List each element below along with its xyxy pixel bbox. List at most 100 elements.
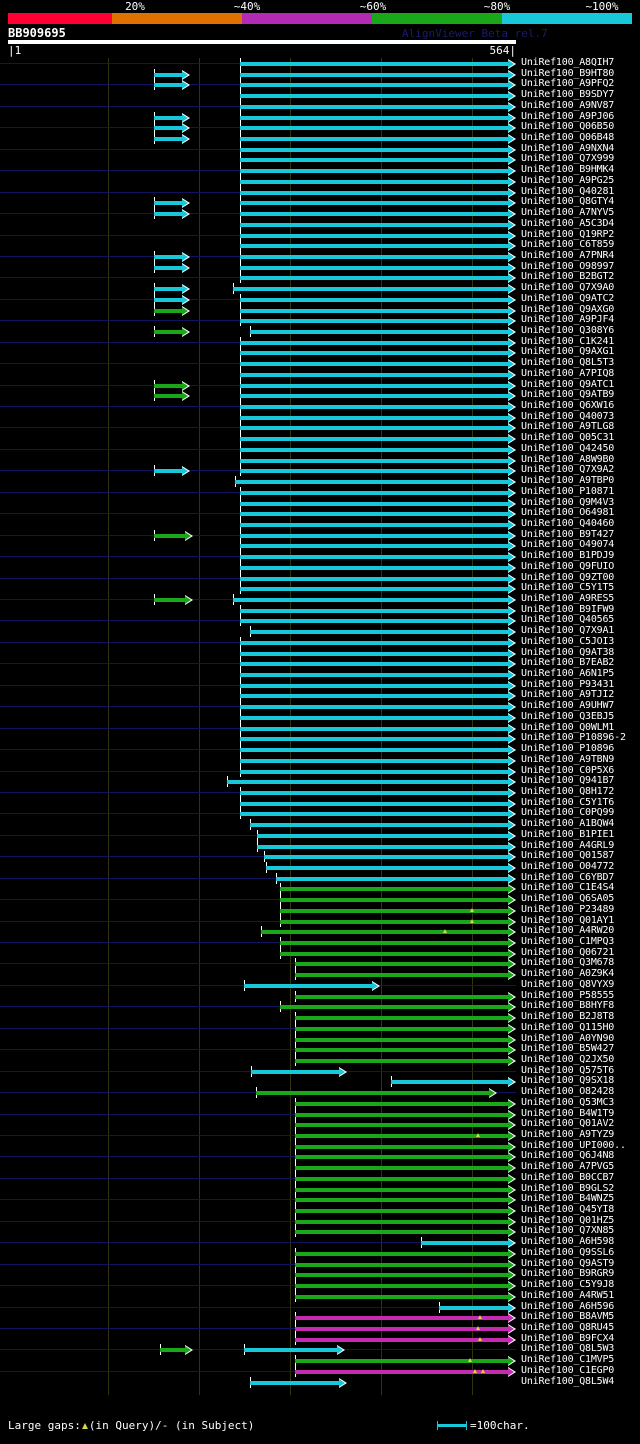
alignment-bar-cyan[interactable] [240, 448, 509, 452]
alignment-bar-green[interactable] [295, 1252, 509, 1256]
alignment-row[interactable]: UniRef100_A6H598 [0, 1236, 640, 1248]
hit-label[interactable]: UniRef100_B9FCX4 [521, 1333, 615, 1344]
alignment-bar-cyan[interactable] [154, 266, 183, 270]
hit-label[interactable]: UniRef100_Q8L5W4 [521, 1376, 615, 1387]
alignment-bar-cyan[interactable] [240, 523, 509, 527]
alignment-row[interactable]: UniRef100_C5JOI3 [0, 636, 640, 648]
alignment-bar-cyan[interactable] [240, 727, 509, 731]
hit-label[interactable]: UniRef100_B9GLS2 [521, 1183, 615, 1194]
alignment-bar-cyan[interactable] [240, 266, 509, 270]
alignment-row[interactable]: UniRef100_B9HT80 [0, 68, 640, 80]
alignment-row[interactable]: UniRef100_A5C3D4 [0, 218, 640, 230]
alignment-bar-cyan[interactable] [240, 405, 509, 409]
alignment-row[interactable]: UniRef100_B7EAB2 [0, 657, 640, 669]
alignment-bar-cyan[interactable] [240, 298, 509, 302]
alignment-row[interactable]: UniRef100_B9T427 [0, 529, 640, 541]
hit-label[interactable]: UniRef100_C5JOI3 [521, 636, 615, 647]
alignment-row[interactable]: UniRef100_A9PJF4 [0, 314, 640, 326]
hit-label[interactable]: UniRef100_A9TLG8 [521, 421, 615, 432]
hit-label[interactable]: UniRef100_Q8VYX9 [521, 979, 615, 990]
hit-label[interactable]: UniRef100_B5W427 [521, 1043, 615, 1054]
alignment-bar-cyan[interactable] [227, 780, 509, 784]
alignment-bar-cyan[interactable] [257, 845, 509, 849]
hit-label[interactable]: UniRef100_A4RW51 [521, 1290, 615, 1301]
hit-label[interactable]: UniRef100_Q8RU45 [521, 1322, 615, 1333]
alignment-row[interactable]: UniRef100_A4GRL9 [0, 840, 640, 852]
alignment-row[interactable]: UniRef100_B8HYF8 [0, 1000, 640, 1012]
alignment-row[interactable]: UniRef100_Q0WLM1 [0, 722, 640, 734]
alignment-bar-green[interactable] [154, 309, 183, 313]
alignment-bar-cyan[interactable] [250, 330, 509, 334]
hit-label[interactable]: UniRef100_Q40565 [521, 614, 615, 625]
hit-label[interactable]: UniRef100_B9HMK4 [521, 164, 615, 175]
hit-label[interactable]: UniRef100_Q7X9A1 [521, 625, 615, 636]
alignment-bar-magenta[interactable] [295, 1338, 509, 1342]
hit-label[interactable]: UniRef100_Q40073 [521, 411, 615, 422]
alignment-bar-green[interactable] [295, 1134, 509, 1138]
alignment-row[interactable]: UniRef100_A9TJI2 [0, 689, 640, 701]
alignment-bar-green[interactable] [295, 1220, 509, 1224]
alignment-bar-green[interactable] [280, 952, 509, 956]
alignment-row[interactable]: UniRef100_B9FCX4 [0, 1333, 640, 1345]
alignment-row[interactable]: UniRef100_Q7X9A2 [0, 464, 640, 476]
alignment-row[interactable]: UniRef100_Q01587 [0, 850, 640, 862]
alignment-bar-cyan[interactable] [154, 212, 183, 216]
alignment-bar-green[interactable] [280, 887, 509, 891]
alignment-row[interactable]: UniRef100_Q9ZT00 [0, 572, 640, 584]
alignment-bar-magenta[interactable] [295, 1327, 509, 1331]
hit-label[interactable]: UniRef100_O04772 [521, 861, 615, 872]
alignment-bar-green[interactable] [295, 1038, 509, 1042]
alignment-row[interactable]: UniRef100_Q8L5T3 [0, 357, 640, 369]
hit-label[interactable]: UniRef100_Q7XN85 [521, 1225, 615, 1236]
alignment-bar-cyan[interactable] [240, 83, 509, 87]
alignment-bar-magenta[interactable] [295, 1370, 509, 1374]
alignment-row[interactable]: UniRef100_Q7X9A1 [0, 625, 640, 637]
alignment-bar-green[interactable] [295, 1059, 509, 1063]
hit-label[interactable]: UniRef100_O98997 [521, 261, 615, 272]
alignment-bar-green[interactable] [295, 973, 509, 977]
alignment-row[interactable]: UniRef100_Q6SA05 [0, 893, 640, 905]
alignment-row[interactable]: UniRef100_C1EGP0 [0, 1365, 640, 1377]
alignment-bar-cyan[interactable] [276, 877, 509, 881]
alignment-row[interactable]: UniRef100_C5Y1T5 [0, 582, 640, 594]
alignment-row[interactable]: UniRef100_A9UHW7 [0, 700, 640, 712]
alignment-row[interactable]: UniRef100_A0Z9K4 [0, 968, 640, 980]
alignment-row[interactable]: UniRef100_C0PQ99 [0, 807, 640, 819]
hit-label[interactable]: UniRef100_A4GRL9 [521, 840, 615, 851]
hit-label[interactable]: UniRef100_Q9ATC2 [521, 293, 615, 304]
hit-label[interactable]: UniRef100_Q941B7 [521, 775, 615, 786]
hit-label[interactable]: UniRef100_A8W9B0 [521, 454, 615, 465]
hit-label[interactable]: UniRef100_Q06B50 [521, 121, 615, 132]
alignment-row[interactable]: UniRef100_C5Y9J8 [0, 1279, 640, 1291]
hit-label[interactable]: UniRef100_Q2JX50 [521, 1054, 615, 1065]
alignment-bar-green[interactable] [295, 1155, 509, 1159]
alignment-bar-cyan[interactable] [240, 384, 509, 388]
alignment-bar-green[interactable] [295, 1145, 509, 1149]
alignment-bar-green[interactable] [295, 1295, 509, 1299]
hit-label[interactable]: UniRef100_B0CCB7 [521, 1172, 615, 1183]
alignment-row[interactable]: UniRef100_C6T859 [0, 239, 640, 251]
alignment-row[interactable]: UniRef100_A9TYZ9 [0, 1129, 640, 1141]
alignment-row[interactable]: UniRef100_Q06721 [0, 947, 640, 959]
alignment-bar-cyan[interactable] [240, 609, 509, 613]
alignment-bar-green[interactable] [295, 1113, 509, 1117]
hit-label[interactable]: UniRef100_Q8L5T3 [521, 357, 615, 368]
alignment-row[interactable]: UniRef100_A9PJ06 [0, 111, 640, 123]
alignment-bar-cyan[interactable] [250, 1381, 340, 1385]
hit-label[interactable]: UniRef100_Q3EBJ5 [521, 711, 615, 722]
alignment-row[interactable]: UniRef100_B4W1T9 [0, 1108, 640, 1120]
alignment-bar-cyan[interactable] [391, 1080, 509, 1084]
alignment-bar-cyan[interactable] [240, 426, 509, 430]
alignment-bar-cyan[interactable] [244, 984, 373, 988]
alignment-row[interactable]: UniRef100_A9PG25 [0, 175, 640, 187]
hit-label[interactable]: UniRef100_A9NV87 [521, 100, 615, 111]
alignment-row[interactable]: UniRef100_A7PNR4 [0, 250, 640, 262]
alignment-bar-cyan[interactable] [250, 823, 509, 827]
alignment-bar-green[interactable] [154, 330, 183, 334]
alignment-bar-cyan[interactable] [240, 416, 509, 420]
hit-label[interactable]: UniRef100_A9PFQ2 [521, 78, 615, 89]
hit-label[interactable]: UniRef100_A7PVG5 [521, 1161, 615, 1172]
alignment-row[interactable]: UniRef100_Q3M678 [0, 957, 640, 969]
hit-label[interactable]: UniRef100_B9HT80 [521, 68, 615, 79]
hit-label[interactable]: UniRef100_A5C3D4 [521, 218, 615, 229]
